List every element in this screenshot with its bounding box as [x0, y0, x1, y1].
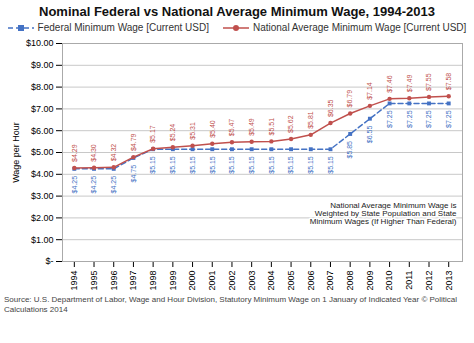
svg-text:$5.40: $5.40: [208, 120, 215, 138]
svg-text:$7.46: $7.46: [386, 75, 393, 93]
svg-text:$4.00: $4.00: [31, 169, 54, 179]
svg-text:$7.00: $7.00: [31, 104, 54, 114]
svg-text:$5.85: $5.85: [346, 141, 353, 159]
svg-text:1999: 1999: [168, 271, 178, 291]
svg-text:$4.75: $4.75: [130, 165, 137, 183]
html-text:National Average Minimum Wage: National Average Minimum Wage [Current U…: [253, 22, 467, 33]
svg-text:$6.79: $6.79: [346, 90, 353, 108]
svg-text:1995: 1995: [89, 271, 99, 291]
svg-text:1994: 1994: [69, 271, 79, 291]
svg-text:$5.15: $5.15: [149, 156, 156, 174]
svg-text:$7.25: $7.25: [425, 110, 432, 128]
svg-text:$7.58: $7.58: [445, 73, 452, 91]
svg-text:$7.25: $7.25: [406, 110, 413, 128]
svg-text:2005: 2005: [286, 271, 296, 291]
svg-text:2004: 2004: [266, 271, 276, 291]
svg-text:$1.00: $1.00: [31, 235, 54, 245]
html-text:Nominal Federal vs National Av: Nominal Federal vs National Average Mini…: [39, 4, 435, 19]
svg-text:$4.79: $4.79: [130, 133, 137, 151]
svg-text:$5.24: $5.24: [169, 124, 176, 142]
svg-text:$5.15: $5.15: [287, 156, 294, 174]
svg-text:$5.47: $5.47: [228, 119, 235, 137]
svg-text:$4.25: $4.25: [90, 176, 97, 194]
svg-text:$10.00: $10.00: [26, 38, 54, 48]
svg-text:$5.00: $5.00: [31, 147, 54, 157]
svg-text:$5.81: $5.81: [307, 111, 314, 129]
svg-text:2002: 2002: [227, 271, 237, 291]
svg-text:$4.25: $4.25: [110, 176, 117, 194]
svg-text:$5.15: $5.15: [327, 156, 334, 174]
svg-text:1997: 1997: [128, 271, 138, 291]
svg-text:$4.29: $4.29: [71, 144, 78, 162]
svg-text:1996: 1996: [109, 271, 119, 291]
svg-text:$5.15: $5.15: [189, 156, 196, 174]
svg-text:2003: 2003: [247, 271, 257, 291]
svg-text:$5.15: $5.15: [268, 156, 275, 174]
svg-text:$5.62: $5.62: [287, 115, 294, 133]
svg-text:Wage per Hour: Wage per Hour: [11, 122, 21, 183]
svg-text:$3.00: $3.00: [31, 191, 54, 201]
svg-text:$7.14: $7.14: [366, 82, 373, 100]
svg-text:2011: 2011: [404, 271, 414, 290]
svg-text:$2.00: $2.00: [31, 213, 54, 223]
svg-text:2007: 2007: [325, 271, 335, 291]
svg-text:$7.55: $7.55: [425, 73, 432, 91]
svg-text:2001: 2001: [207, 271, 217, 291]
svg-text:$5.49: $5.49: [248, 118, 255, 136]
svg-text:1998: 1998: [148, 271, 158, 291]
svg-text:$7.25: $7.25: [445, 110, 452, 128]
svg-text:$5.51: $5.51: [268, 118, 275, 136]
svg-text:$4.30: $4.30: [90, 144, 97, 162]
svg-text:2012: 2012: [424, 271, 434, 291]
svg-text:$7.49: $7.49: [406, 75, 413, 93]
svg-text:$5.15: $5.15: [307, 156, 314, 174]
svg-text:2013: 2013: [444, 271, 454, 291]
svg-text:$5.15: $5.15: [228, 156, 235, 174]
svg-text:2009: 2009: [365, 271, 375, 291]
svg-text:$5.17: $5.17: [149, 125, 156, 143]
svg-text:$6.55: $6.55: [366, 126, 373, 144]
svg-text:$6.35: $6.35: [327, 99, 334, 117]
svg-text:$5.15: $5.15: [208, 156, 215, 174]
svg-text:$7.25: $7.25: [386, 110, 393, 128]
svg-text:$-: $-: [45, 256, 53, 266]
svg-text:National Average Minimum Wage: National Average Minimum Wage isWeighted…: [310, 201, 457, 226]
svg-text:$8.00: $8.00: [31, 82, 54, 92]
svg-text:$5.15: $5.15: [169, 156, 176, 174]
svg-text:$5.15: $5.15: [248, 156, 255, 174]
html-text:Federal Minimum Wage [Current: Federal Minimum Wage [Current USD]: [37, 22, 209, 33]
svg-text:$9.00: $9.00: [31, 60, 54, 70]
svg-text:2010: 2010: [384, 271, 394, 291]
svg-text:2000: 2000: [187, 271, 197, 291]
svg-text:2008: 2008: [345, 271, 355, 291]
html-text:Source: U.S. Department of Lab: Source: U.S. Department of Labor, Wage a…: [4, 295, 458, 314]
svg-text:$5.31: $5.31: [189, 122, 196, 140]
svg-text:$4.32: $4.32: [110, 144, 117, 162]
svg-text:$6.00: $6.00: [31, 126, 54, 136]
svg-text:$4.25: $4.25: [71, 176, 78, 194]
svg-text:2006: 2006: [306, 271, 316, 291]
